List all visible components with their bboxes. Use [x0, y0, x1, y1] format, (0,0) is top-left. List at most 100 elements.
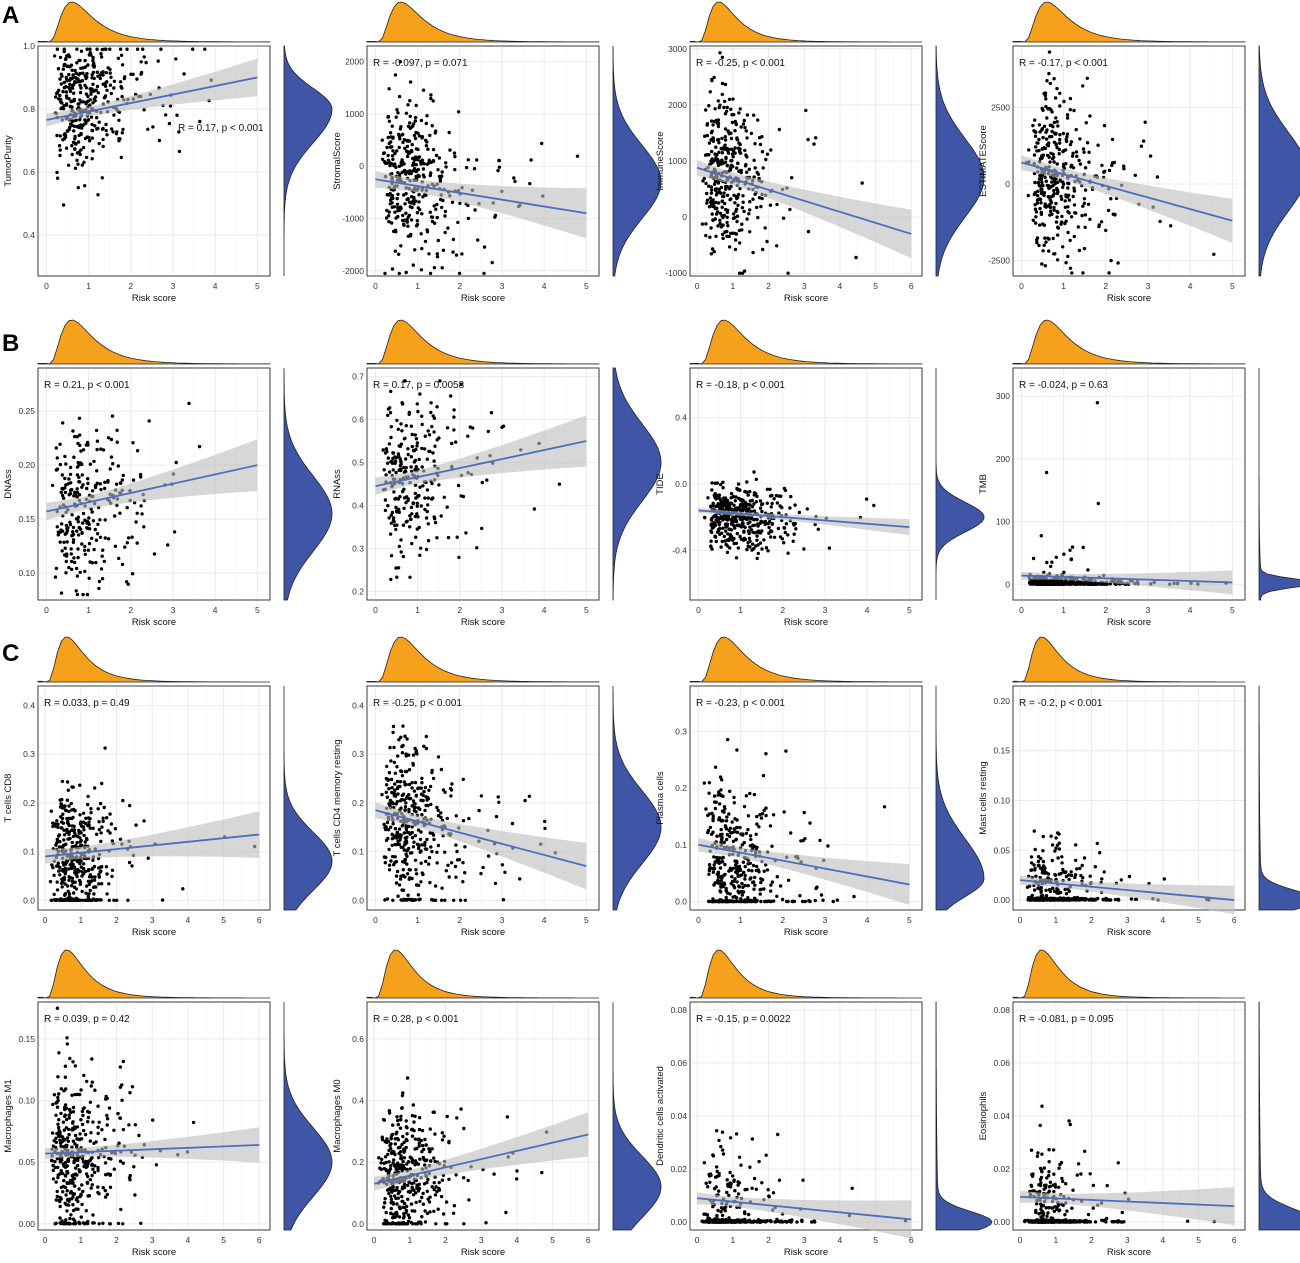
data-point	[454, 843, 457, 846]
x-tick-label: 5	[221, 915, 226, 925]
data-point	[455, 814, 458, 817]
data-point	[762, 166, 765, 169]
data-point	[723, 100, 726, 103]
data-point	[734, 863, 737, 866]
data-point	[424, 435, 427, 438]
data-point	[710, 252, 713, 255]
data-point	[436, 216, 439, 219]
data-point	[438, 156, 441, 159]
data-point	[422, 790, 425, 793]
data-point	[1083, 582, 1086, 585]
data-point	[798, 511, 801, 514]
data-point	[720, 876, 723, 879]
data-point	[98, 121, 101, 124]
data-point	[109, 84, 112, 87]
data-point	[61, 421, 64, 424]
data-point	[715, 201, 718, 204]
data-point	[1085, 121, 1088, 124]
data-point	[429, 211, 432, 214]
data-point	[80, 50, 83, 53]
data-point	[769, 529, 772, 532]
data-point	[429, 401, 432, 404]
data-point	[108, 899, 111, 902]
data-point	[404, 752, 407, 755]
data-point	[726, 551, 729, 554]
data-point	[1053, 873, 1056, 876]
data-point	[416, 441, 419, 444]
data-point	[720, 137, 723, 140]
data-point	[789, 831, 792, 834]
data-point	[97, 882, 100, 885]
data-point	[77, 186, 80, 189]
data-point	[731, 97, 734, 100]
data-point	[749, 838, 752, 841]
data-point	[82, 834, 85, 837]
data-point	[396, 754, 399, 757]
data-point	[88, 817, 91, 820]
data-point	[767, 526, 770, 529]
data-point	[707, 900, 710, 903]
data-point	[56, 823, 59, 826]
data-point	[408, 868, 411, 871]
data-point	[409, 80, 412, 83]
data-point	[741, 833, 744, 836]
data-point	[70, 560, 73, 563]
data-point	[1055, 220, 1058, 223]
data-point	[415, 794, 418, 797]
data-point	[1051, 582, 1054, 585]
data-point	[737, 884, 740, 887]
data-point	[99, 447, 102, 450]
data-point	[718, 493, 721, 496]
data-point	[710, 78, 713, 81]
x-tick-label: 3	[500, 915, 505, 925]
data-point	[734, 122, 737, 125]
data-point	[116, 441, 119, 444]
data-point	[1074, 843, 1077, 846]
data-point	[720, 819, 723, 822]
data-point	[704, 154, 707, 157]
data-point	[68, 817, 71, 820]
data-point	[1043, 870, 1046, 873]
data-point	[413, 802, 416, 805]
data-point	[748, 520, 751, 523]
data-point	[1110, 164, 1113, 167]
data-point	[68, 78, 71, 81]
data-point	[424, 240, 427, 243]
data-point	[400, 161, 403, 164]
data-point	[1073, 235, 1076, 238]
data-point	[67, 477, 70, 480]
x-tick-label: 3	[500, 281, 505, 291]
data-point	[1033, 130, 1036, 133]
data-point	[101, 138, 104, 141]
data-point	[426, 503, 429, 506]
data-point	[713, 496, 716, 499]
data-point	[1075, 583, 1078, 586]
data-point	[717, 99, 720, 102]
data-point	[721, 518, 724, 521]
data-point	[724, 185, 727, 188]
data-point	[1062, 132, 1065, 135]
data-point	[69, 100, 72, 103]
data-point	[439, 811, 442, 814]
data-point	[399, 780, 402, 783]
data-point	[91, 129, 94, 132]
data-point	[770, 505, 773, 508]
data-point	[63, 132, 66, 135]
data-point	[457, 556, 460, 559]
data-point	[723, 883, 726, 886]
data-point	[427, 522, 430, 525]
data-point	[74, 142, 77, 145]
data-point	[105, 865, 108, 868]
data-point	[416, 148, 419, 151]
data-point	[418, 208, 421, 211]
data-point	[766, 549, 769, 552]
data-point	[1066, 113, 1069, 116]
data-point	[1052, 77, 1055, 80]
data-point	[1037, 582, 1040, 585]
data-point	[384, 498, 387, 501]
data-point	[57, 869, 60, 872]
data-point	[1065, 135, 1068, 138]
data-point	[110, 875, 113, 878]
data-point	[418, 808, 421, 811]
data-point	[752, 518, 755, 521]
